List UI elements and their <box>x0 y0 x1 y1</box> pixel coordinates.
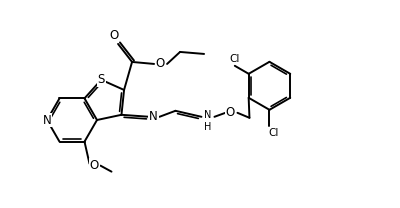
Text: O: O <box>110 30 119 42</box>
Text: O: O <box>226 106 235 119</box>
Text: Cl: Cl <box>268 128 279 138</box>
Text: O: O <box>90 159 99 172</box>
Text: N: N <box>43 114 51 126</box>
Text: Cl: Cl <box>230 54 240 64</box>
Text: N: N <box>149 110 158 123</box>
Text: O: O <box>156 57 165 71</box>
Text: N
H: N H <box>204 110 211 132</box>
Text: S: S <box>98 73 105 86</box>
